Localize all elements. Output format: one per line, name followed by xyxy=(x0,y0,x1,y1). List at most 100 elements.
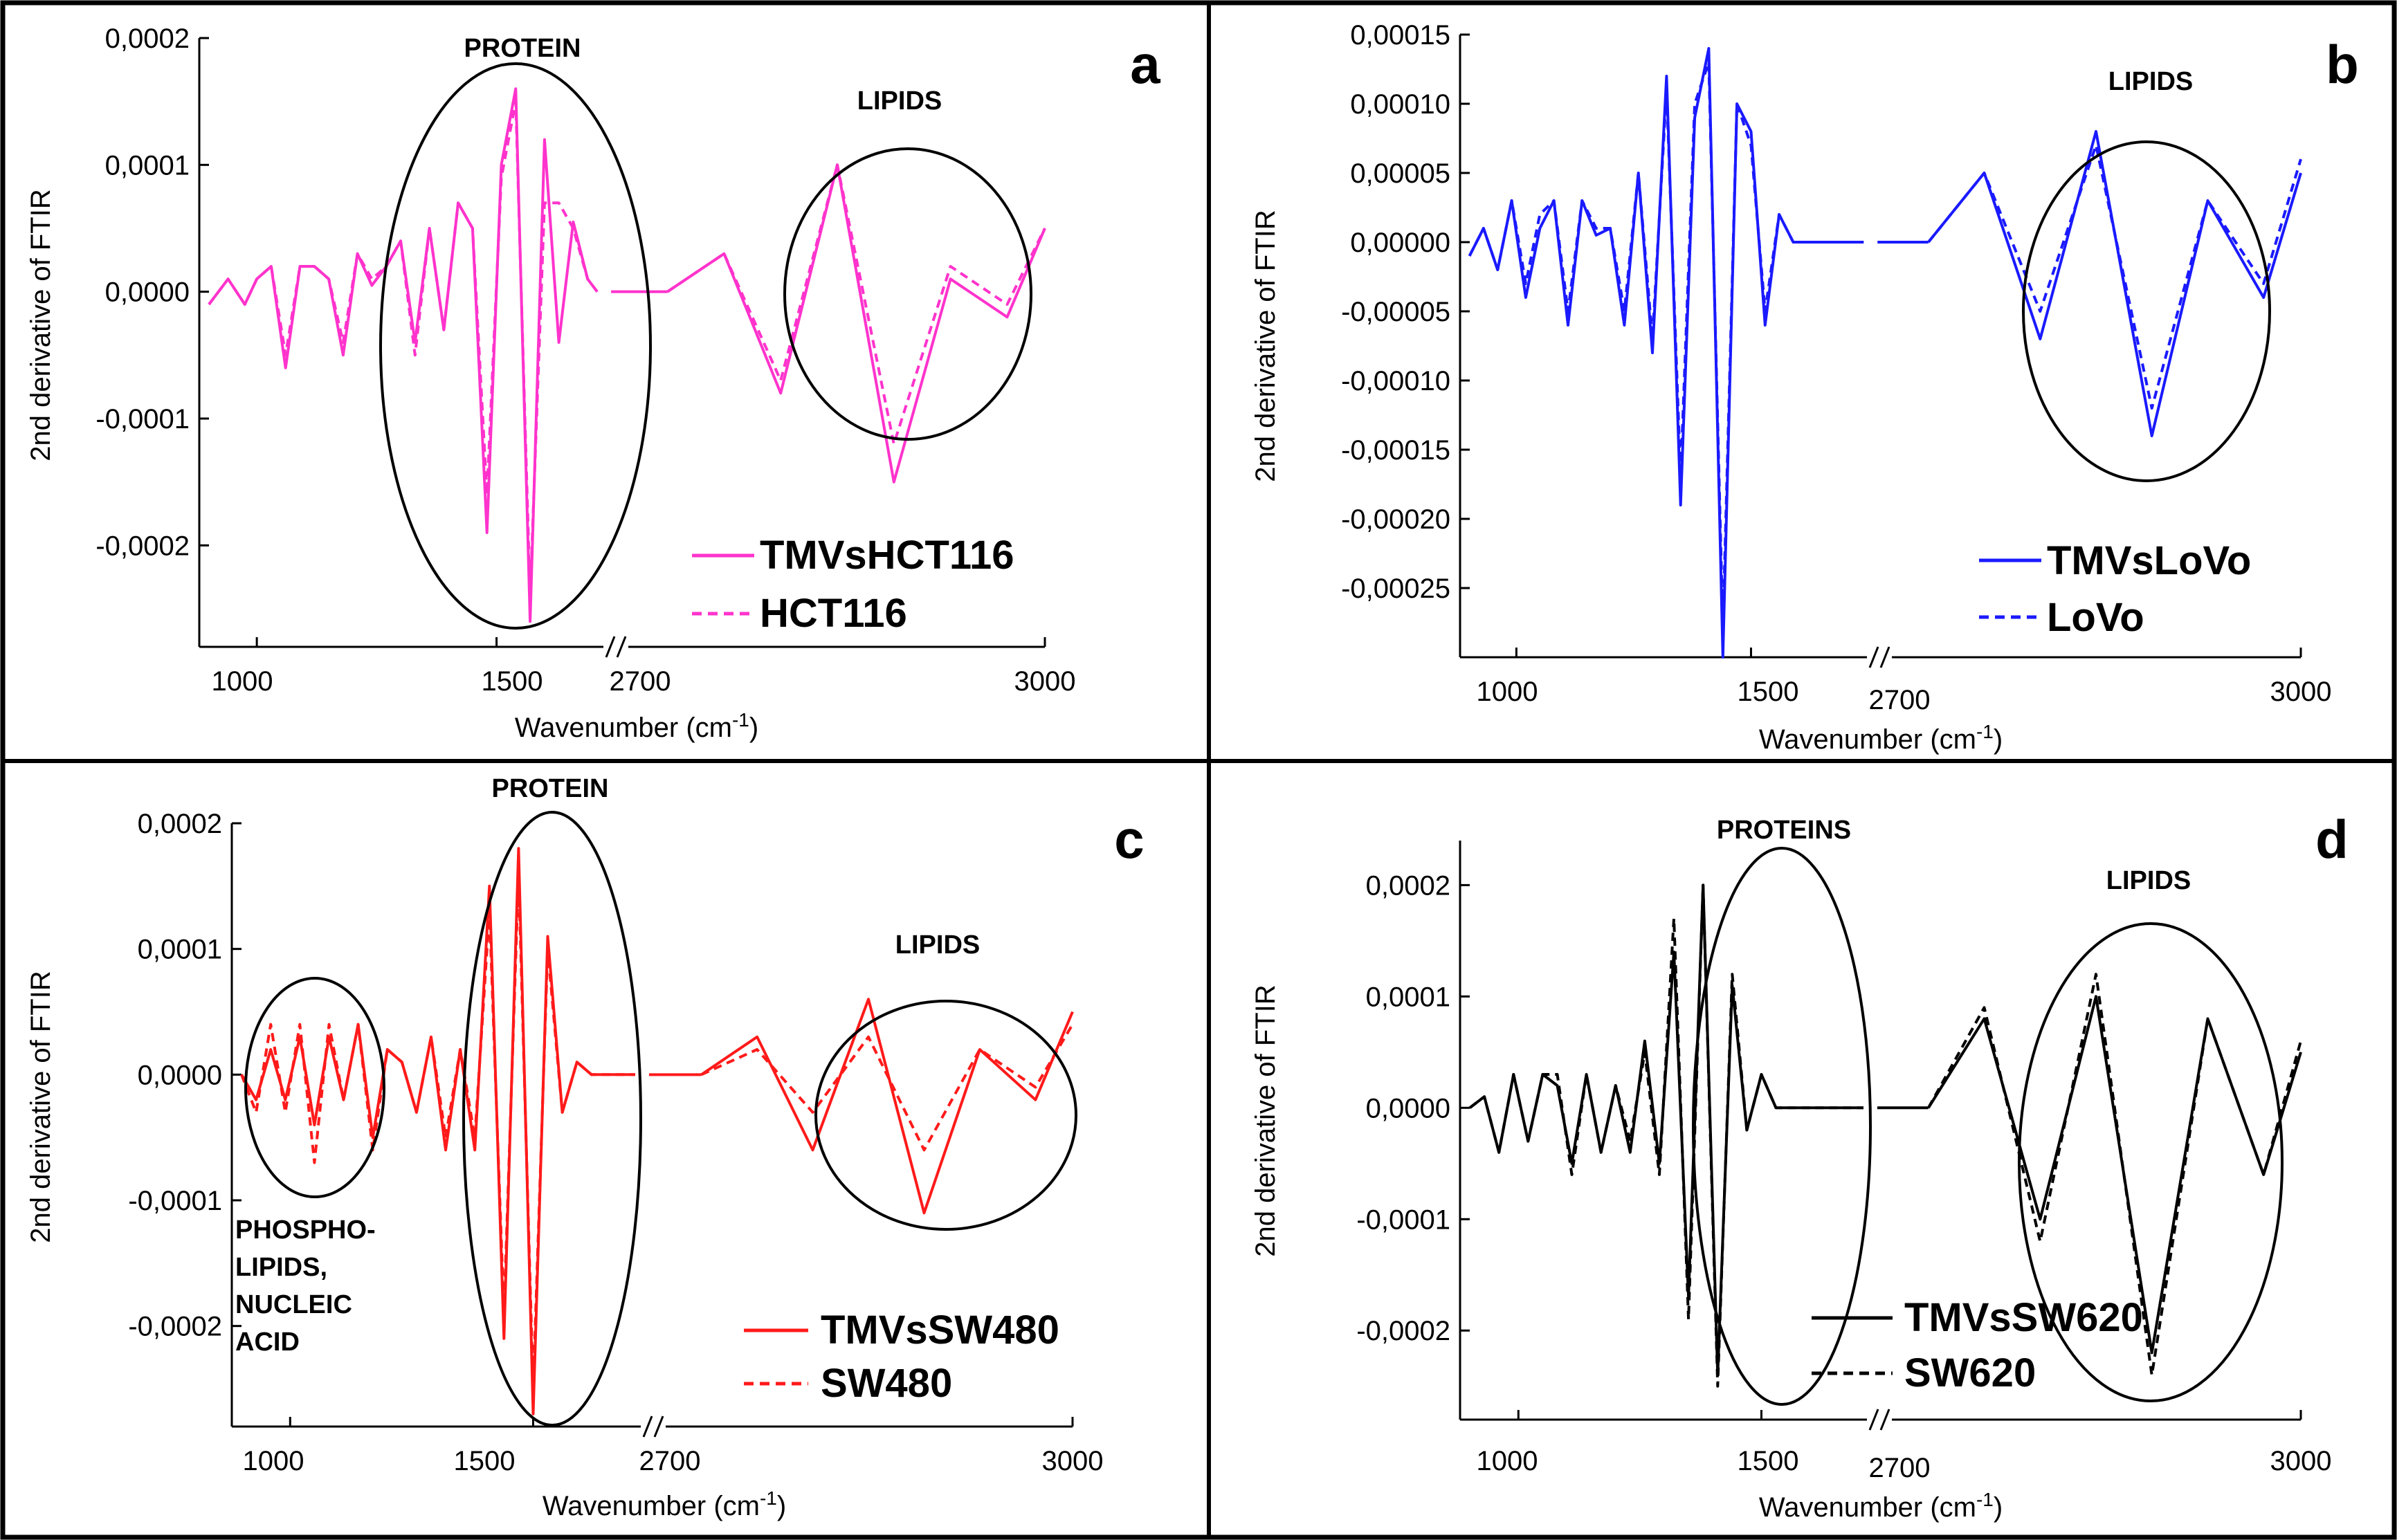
panel-d: 0,0002 0,0001 0,0000 -0,0001 -0,0002 1000 15… xyxy=(1250,809,2349,1523)
y-tick-label: 0,0001 xyxy=(138,935,222,965)
y-tick-label: 0,0000 xyxy=(138,1060,222,1090)
region-ellipse-phospholipids xyxy=(244,977,385,1198)
legend-label: SW480 xyxy=(821,1361,952,1406)
y-ticks: 0,0002 0,0001 0,0000 -0,0001 -0,0002 xyxy=(128,809,241,1342)
svg-text:ACID: ACID xyxy=(235,1328,300,1357)
y-tick-label: -0,00025 xyxy=(1341,574,1450,604)
plot-area xyxy=(208,87,1046,623)
y-tick-label: -0,0001 xyxy=(1356,1204,1450,1235)
region-ellipse-lipids xyxy=(2022,140,2271,482)
x-tick-label: 1000 xyxy=(1477,1446,1538,1476)
x-axis-label: Wavenumber (cm-1) xyxy=(1759,1489,2003,1523)
panel-b: 0,00015 0,00010 0,00005 0,00000 -0,00005 -0,0… xyxy=(1250,20,2359,755)
legend: TMVsHCT116 HCT116 xyxy=(692,533,1014,636)
y-tick-label: -0,00015 xyxy=(1341,435,1450,466)
x-axis-label: Wavenumber (cm-1) xyxy=(543,1487,786,1522)
x-axis-break xyxy=(1867,1408,1892,1431)
legend-label: TMVsLoVo xyxy=(2047,538,2251,583)
x-tick-label: 1500 xyxy=(1738,1446,1799,1476)
legend-label: SW620 xyxy=(1904,1350,2036,1395)
y-tick-label: 0,0002 xyxy=(105,24,190,54)
y-axis-label: 2nd derivative of FTIR xyxy=(26,189,56,461)
y-tick-label: 0,00000 xyxy=(1350,228,1450,258)
panel-c: 0,0002 0,0001 0,0000 -0,0001 -0,0002 1000 15… xyxy=(26,774,1145,1521)
x-tick-label: 1000 xyxy=(212,666,273,697)
y-axis-label: 2nd derivative of FTIR xyxy=(1250,210,1281,482)
series-line-sw480 xyxy=(700,1023,1074,1152)
x-axis-break xyxy=(603,635,628,659)
y-tick-label: -0,00020 xyxy=(1341,504,1450,535)
svg-text:NUCLEIC: NUCLEIC xyxy=(235,1290,352,1319)
y-tick-label: 0,0000 xyxy=(1366,1093,1450,1124)
y-axis-label: 2nd derivative of FTIR xyxy=(1250,984,1281,1257)
region-label-lipids: LIPIDS xyxy=(2108,67,2193,96)
x-tick-label: 3000 xyxy=(1014,666,1076,697)
plot-area xyxy=(1468,883,2302,1388)
x-tick-label: 2700 xyxy=(639,1446,701,1476)
region-label-lipids: LIPIDS xyxy=(857,86,942,116)
legend-label: TMVsSW480 xyxy=(821,1308,1059,1353)
x-tick-label: 1000 xyxy=(1477,677,1538,707)
y-tick-label: -0,0002 xyxy=(1356,1316,1450,1346)
plot-area xyxy=(1468,47,2302,659)
legend-label: HCT116 xyxy=(760,591,907,636)
svg-text:PHOSPHO-: PHOSPHO- xyxy=(235,1216,376,1245)
y-tick-label: 0,00010 xyxy=(1350,89,1450,120)
y-tick-label: -0,00005 xyxy=(1341,297,1450,327)
plot-area xyxy=(240,847,1074,1415)
region-label-proteins: PROTEINS xyxy=(1717,816,1851,845)
series-line-lovo xyxy=(1468,61,1864,631)
legend-label: LoVo xyxy=(2047,595,2144,640)
series-line-hct116 xyxy=(208,100,599,598)
series-line-tmvslovo xyxy=(1927,130,2302,437)
y-tick-label: -0,0002 xyxy=(128,1312,222,1342)
region-ellipse-proteins xyxy=(1692,847,1872,1406)
y-tick-label: -0,0001 xyxy=(95,404,190,434)
series-line-tmvslovo xyxy=(1468,47,1864,659)
y-ticks: 0,00015 0,00010 0,00005 0,00000 -0,00005 -0,0… xyxy=(1341,20,1470,604)
x-tick-label: 1500 xyxy=(482,666,543,697)
legend: TMVsLoVo LoVo xyxy=(1979,538,2251,640)
y-tick-label: 0,0000 xyxy=(105,277,190,308)
region-label-lipids: LIPIDS xyxy=(2106,866,2191,895)
series-line-tmvssw480 xyxy=(700,998,1074,1215)
x-tick-label: 1500 xyxy=(454,1446,516,1476)
region-label-phospholipids: PHOSPHO- LIPIDS, NUCLEIC ACID xyxy=(235,1216,376,1357)
series-line-lovo xyxy=(1927,144,2302,410)
region-ellipse-lipids xyxy=(783,147,1032,441)
y-tick-label: 0,0002 xyxy=(138,809,222,839)
x-ticks xyxy=(1517,1410,2302,1420)
region-label-lipids: LIPIDS xyxy=(895,931,980,960)
x-axis-break xyxy=(641,1415,666,1438)
y-tick-label: -0,0001 xyxy=(128,1186,222,1216)
x-tick-label: 1500 xyxy=(1738,677,1799,707)
y-tick-label: 0,00015 xyxy=(1350,20,1450,51)
x-tick-label: 2700 xyxy=(1869,685,1931,715)
x-tick-label: 3000 xyxy=(1042,1446,1104,1476)
series-line-sw620 xyxy=(1468,883,1863,1388)
x-axis-break xyxy=(1867,645,1892,669)
legend: TMVsSW620 SW620 xyxy=(1812,1295,2143,1395)
y-tick-label: 0,0002 xyxy=(1366,870,1450,901)
region-label-protein: PROTEIN xyxy=(492,774,609,803)
region-ellipse-protein xyxy=(379,62,652,630)
series-line-tmvshct116 xyxy=(666,163,1046,484)
x-tick-label: 3000 xyxy=(2270,677,2332,707)
legend-label: TMVsSW620 xyxy=(1904,1295,2143,1340)
x-ticks xyxy=(255,637,1046,647)
legend-label: TMVsHCT116 xyxy=(760,533,1014,578)
y-tick-label: 0,00005 xyxy=(1350,158,1450,189)
panel-a: 0,0002 0,0001 0,0000 -0,0001 -0,0002 1000 15… xyxy=(26,24,1160,743)
panel-letter-a: a xyxy=(1130,34,1160,95)
x-ticks xyxy=(1515,648,2302,657)
y-tick-label: -0,00010 xyxy=(1341,366,1450,396)
region-label-protein: PROTEIN xyxy=(464,34,581,63)
y-tick-label: -0,0002 xyxy=(95,531,190,561)
x-tick-label: 3000 xyxy=(2270,1446,2332,1476)
panel-letter-b: b xyxy=(2326,34,2359,95)
region-ellipse-lipids xyxy=(2018,922,2284,1402)
series-line-hct116 xyxy=(666,163,1046,446)
panel-letter-d: d xyxy=(2315,809,2349,870)
y-tick-label: 0,0001 xyxy=(1366,982,1450,1012)
